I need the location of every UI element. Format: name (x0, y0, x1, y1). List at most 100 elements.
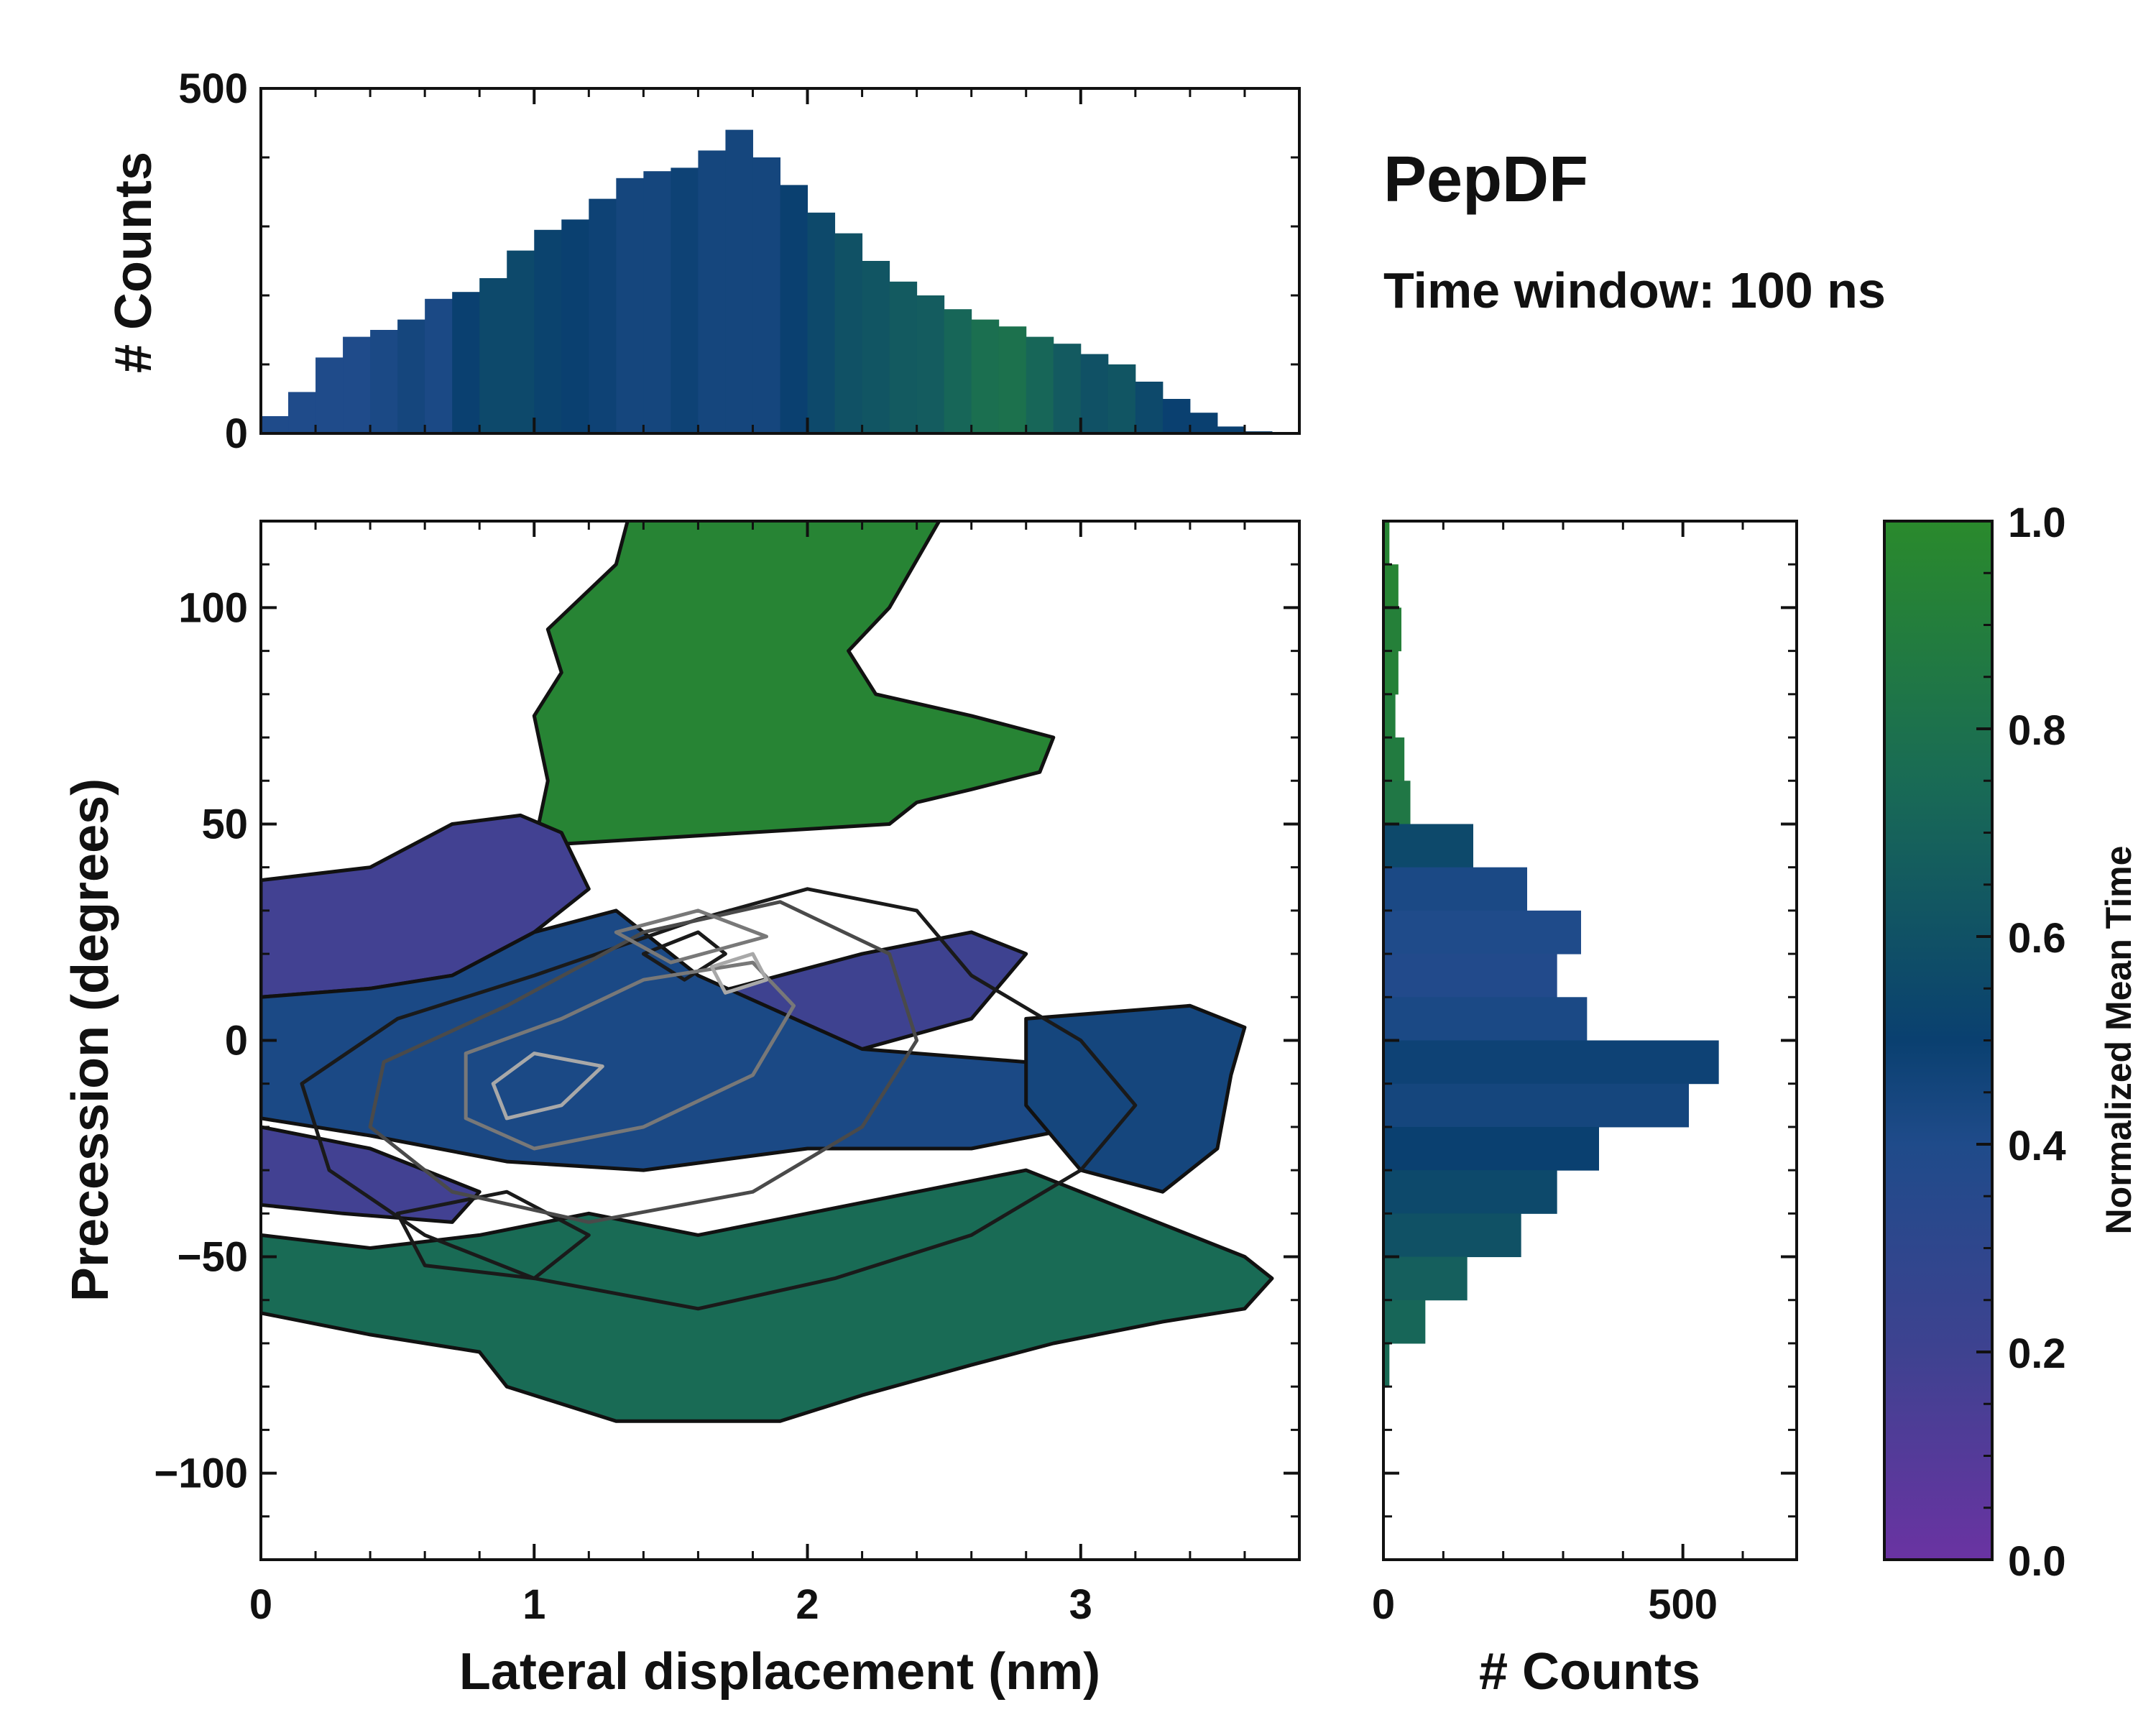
top-histogram-bar (643, 171, 671, 433)
main-y-tick-label: −50 (178, 1234, 248, 1281)
top-histogram-bar (1026, 336, 1054, 433)
main-y-tick-label: 100 (178, 584, 248, 631)
top-histogram-bar (862, 261, 890, 433)
right-histogram-bar (1383, 867, 1527, 911)
right-histogram-bar (1383, 1126, 1599, 1171)
top-histogram-bar (834, 233, 863, 433)
heatmap-region-lower-left-purple (261, 1125, 482, 1224)
main-y-axis-title: Precession (degrees) (62, 778, 119, 1302)
right-histogram-bar (1383, 1083, 1689, 1128)
top-histogram-bar (452, 292, 480, 433)
top-histogram-bar (1135, 382, 1164, 433)
top-histogram-bar (1080, 354, 1109, 433)
main-y-tick-label: 50 (201, 801, 248, 847)
top-histogram-bar (534, 229, 562, 433)
top-histogram-bar (725, 129, 753, 433)
main-heatmap: 0 1 2 3 −100 −50 0 50 100 Lateral displacement (… (62, 520, 1301, 1701)
top-y-tick-label: 500 (178, 65, 248, 112)
top-histogram-bar (479, 278, 507, 433)
contour-level-2 (368, 900, 919, 1224)
right-histogram-bar (1383, 1170, 1557, 1214)
figure-title: PepDF (1383, 144, 1588, 216)
main-x-tick-label: 2 (796, 1581, 819, 1628)
main-x-axis-title: Lateral displacement (nm) (459, 1643, 1100, 1701)
top-histogram-bar (425, 298, 453, 433)
top-histogram-bar (944, 309, 972, 433)
top-histogram-bar (616, 178, 644, 434)
colorbar-tick-label: 0.2 (2008, 1330, 2066, 1377)
main-x-tick-label: 0 (249, 1581, 272, 1628)
top-histogram-bar (589, 198, 617, 433)
right-histogram-bar (1383, 997, 1588, 1041)
right-histogram-bar (1383, 781, 1411, 824)
right-histogram: 0 500 # Counts (1372, 520, 1798, 1701)
right-histogram-bar (1383, 824, 1473, 868)
heatmap-region-upper-green (532, 521, 1056, 848)
right-histogram-bar (1383, 694, 1396, 738)
main-y-tick-label: −100 (154, 1450, 248, 1497)
contour-level-1 (300, 887, 1138, 1311)
top-histogram-bar (807, 212, 836, 433)
right-histogram-bar (1383, 1300, 1426, 1344)
top-histogram-bar (370, 330, 398, 433)
contour-level-4 (491, 1052, 604, 1121)
right-histogram-bar (1383, 1256, 1468, 1301)
top-histogram-bar (698, 150, 726, 433)
colorbar-tick-label: 0.4 (2008, 1123, 2066, 1169)
top-histogram-bar (561, 219, 589, 433)
right-histogram-bar (1383, 521, 1390, 565)
contour-level-4 (709, 952, 768, 995)
top-histogram-bar (971, 319, 1000, 433)
contour-level-1 (641, 930, 727, 982)
top-histogram-bar (315, 357, 344, 433)
top-histogram-bar (998, 326, 1027, 433)
top-histogram-bar (780, 185, 808, 433)
right-histogram-bar (1383, 954, 1557, 998)
right-histogram-bar (1383, 607, 1401, 652)
top-histogram-frame (259, 87, 1301, 435)
right-histogram-bar (1383, 1213, 1521, 1258)
right-histogram-bar (1383, 737, 1405, 781)
colorbar-tick-label: 0.8 (2008, 707, 2066, 754)
top-y-axis-title: # Counts (105, 152, 162, 373)
contour-level-3 (614, 908, 768, 965)
right-histogram-bar (1383, 910, 1581, 954)
top-histogram-bar (671, 167, 699, 433)
heatmap-region-right-blue (1024, 1003, 1247, 1194)
top-histogram: 0 500 # Counts (105, 65, 1301, 457)
top-histogram-bar (916, 295, 945, 433)
right-x-axis-title: # Counts (1479, 1643, 1700, 1701)
colorbar: 0.0 0.2 0.4 0.6 0.8 1.0 Normalized Mean Time (1883, 500, 2139, 1585)
right-histogram-bar (1383, 650, 1399, 695)
colorbar-tick-label: 1.0 (2008, 500, 2066, 546)
top-histogram-bar (1189, 413, 1218, 433)
top-histogram-bar (1107, 364, 1136, 433)
right-x-tick-label: 0 (1372, 1581, 1395, 1628)
colorbar-tick-label: 0.6 (2008, 915, 2066, 962)
contour-level-3 (464, 960, 796, 1151)
right-x-tick-label: 500 (1648, 1581, 1718, 1628)
top-histogram-bar (1162, 399, 1191, 433)
top-histogram-bar (1053, 344, 1082, 433)
top-histogram-bar (288, 392, 316, 433)
top-y-tick-label: 0 (225, 410, 248, 457)
top-histogram-bar (752, 157, 780, 433)
colorbar-tick-label: 0.0 (2008, 1538, 2066, 1585)
contour-level-1 (395, 1190, 591, 1281)
right-histogram-bar (1383, 564, 1399, 608)
top-histogram-bar (261, 416, 289, 433)
figure-subtitle: Time window: 100 ns (1383, 262, 1886, 318)
right-histogram-bar (1383, 1040, 1719, 1085)
top-histogram-bar (507, 250, 535, 433)
top-histogram-bar (343, 336, 371, 433)
colorbar-title: Normalized Mean Time (2099, 846, 2139, 1235)
main-y-tick-label: 0 (225, 1018, 248, 1064)
main-x-tick-label: 3 (1069, 1581, 1092, 1628)
top-histogram-bar (1217, 426, 1245, 433)
colorbar-gradient (1883, 520, 1994, 1561)
right-histogram-bar (1383, 1343, 1390, 1387)
main-x-tick-label: 1 (522, 1581, 545, 1628)
top-histogram-bar (397, 319, 425, 433)
heatmap-region-lower-green (261, 1168, 1274, 1423)
